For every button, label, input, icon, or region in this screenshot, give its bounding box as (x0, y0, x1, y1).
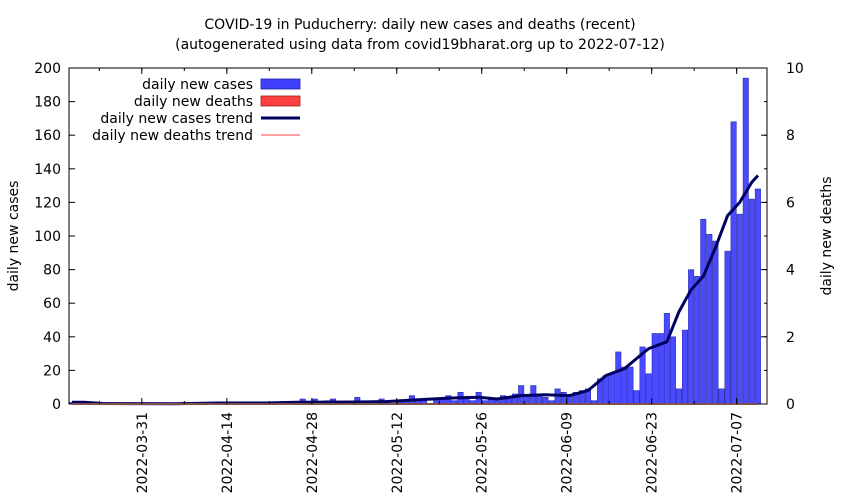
legend-label: daily new deaths (134, 94, 253, 110)
bar (603, 375, 610, 405)
x-tick-label: 2022-03-31 (135, 412, 151, 493)
y-tick-label: 80 (43, 263, 61, 279)
bar (669, 336, 676, 405)
y2-tick-label: 0 (786, 397, 795, 413)
legend-swatch (260, 78, 301, 90)
bar (754, 188, 761, 405)
y-tick-label: 20 (43, 363, 61, 379)
bar (682, 329, 689, 405)
y2-tick-label: 4 (786, 263, 795, 279)
x-tick-label: 2022-05-26 (475, 412, 491, 493)
y-axis-label: daily new cases (6, 181, 22, 292)
axes: 0 20 40 60 80 100 120 140 160 180 200 0 2 4 6 8 10 2022-0… (34, 61, 804, 493)
y-tick-label: 180 (34, 95, 61, 111)
x-tick-label: 2022-04-14 (220, 412, 236, 493)
x-tick-label: 2022-06-09 (560, 412, 576, 493)
bar (724, 250, 731, 405)
bar (609, 373, 616, 405)
y-tick-label: 60 (43, 296, 61, 312)
bar (627, 366, 634, 405)
bar (736, 213, 743, 405)
x-tick-label: 2022-05-12 (390, 412, 406, 493)
bar (542, 397, 549, 405)
y-tick-label: 140 (34, 162, 61, 178)
bar (645, 373, 652, 405)
x-tick-label: 2022-07-07 (730, 412, 746, 493)
cases-bars (69, 77, 761, 405)
chart-title: COVID-19 in Puducherry: daily new cases … (204, 17, 635, 33)
x-tick-label: 2022-06-23 (645, 412, 661, 493)
y2-tick-label: 8 (786, 128, 795, 144)
bar (633, 390, 640, 405)
bar (621, 366, 628, 405)
legend-swatch (260, 95, 301, 107)
bar (718, 388, 725, 405)
y-tick-label: 120 (34, 195, 61, 211)
bar (663, 313, 670, 405)
bar (730, 121, 737, 405)
legend-label: daily new cases (142, 77, 253, 93)
y2-axis-label: daily new deaths (819, 176, 835, 295)
y2-tick-label: 2 (786, 330, 795, 346)
y2-tick-label: 6 (786, 195, 795, 211)
bar (712, 240, 719, 405)
legend-label: daily new cases trend (100, 111, 253, 127)
bar (700, 218, 707, 405)
y-tick-label: 160 (34, 128, 61, 144)
legend-label: daily new deaths trend (92, 128, 253, 144)
bar (694, 276, 701, 405)
y-tick-label: 40 (43, 330, 61, 346)
bar (742, 77, 749, 405)
bar (748, 198, 755, 405)
bar (615, 351, 622, 405)
chart-subtitle: (autogenerated using data from covid19bh… (175, 37, 665, 53)
bar (676, 388, 682, 405)
y-tick-label: 200 (34, 61, 61, 77)
y-tick-label: 0 (52, 397, 61, 413)
x-tick-label: 2022-04-28 (305, 412, 321, 493)
y-tick-label: 100 (34, 229, 61, 245)
y2-tick-label: 10 (786, 61, 804, 77)
